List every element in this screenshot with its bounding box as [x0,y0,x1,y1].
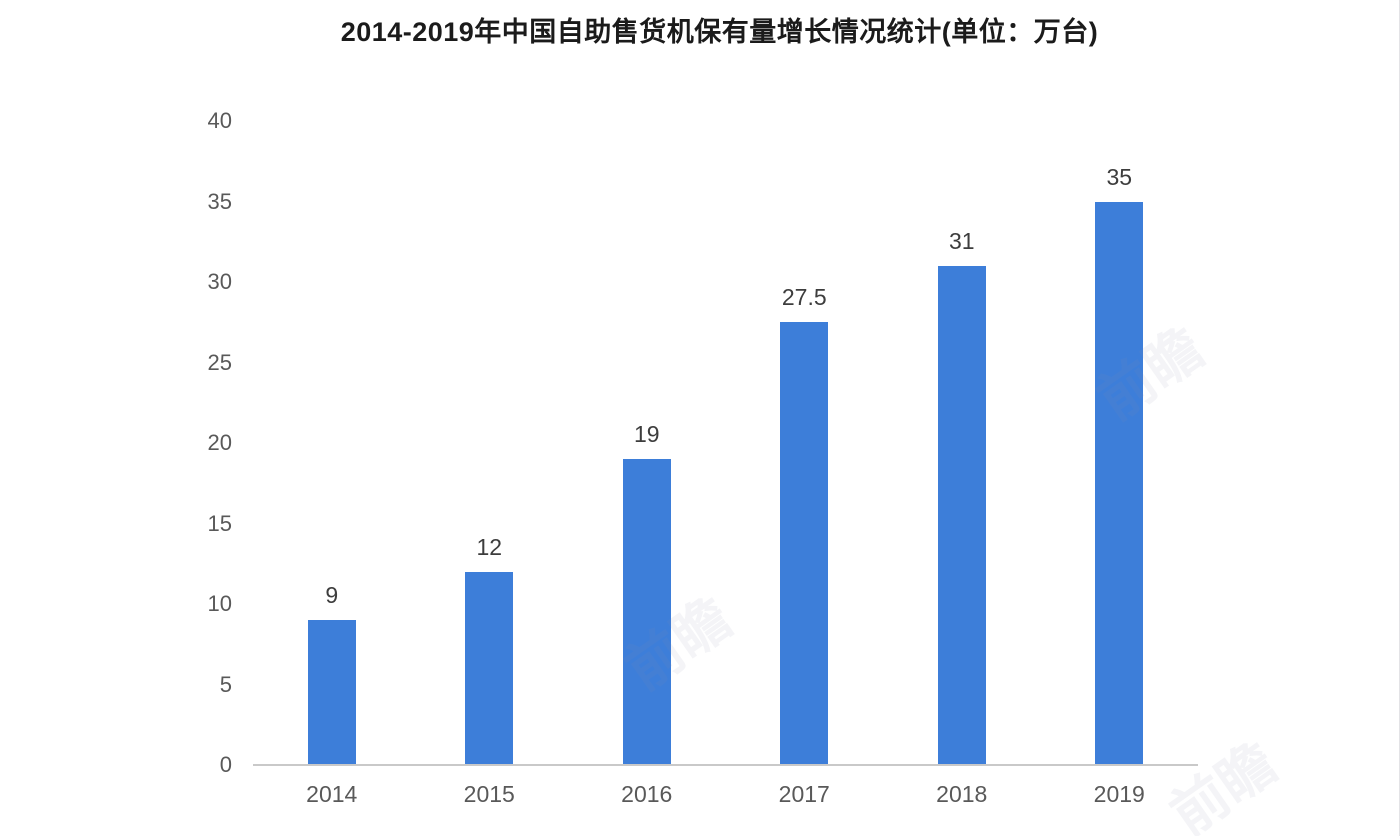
x-tick-label: 2017 [778,781,830,807]
bar-value-label: 9 [325,582,339,609]
x-tick-label: 2016 [621,781,673,807]
bar-2019 [1095,201,1144,765]
y-tick-label: 40 [207,108,232,133]
x-tick-label: 2018 [936,781,988,807]
bar-value-label: 19 [633,421,660,448]
y-tick-label: 30 [207,269,232,294]
y-tick-label: 10 [207,591,232,616]
y-tick-label: 5 [219,671,232,697]
x-axis-line [253,764,1198,766]
y-tick-label: 0 [219,752,232,777]
y-tick-label: 15 [207,510,232,536]
bar-value-label: 12 [476,533,503,560]
x-tick-label: 2015 [463,781,515,807]
bar-2014 [307,620,356,765]
bar-value-label: 27.5 [781,284,827,311]
y-tick-label: 25 [207,349,232,375]
x-tick-label: 2014 [306,781,358,807]
bar-2015 [465,571,514,765]
bar-2016 [622,459,671,765]
bar-2018 [937,265,986,765]
chart-title: 2014-2019年中国自助售货机保有量增长情况统计(单位：万台) [340,17,1099,47]
y-tick-label: 35 [207,188,232,214]
x-tick-label: 2019 [1093,781,1145,807]
bar-value-label: 31 [948,227,975,254]
bar-value-label: 35 [1106,163,1133,190]
watermark: 前瞻 [1159,730,1288,836]
bar-2017 [780,322,829,765]
y-tick-label: 20 [207,430,232,455]
